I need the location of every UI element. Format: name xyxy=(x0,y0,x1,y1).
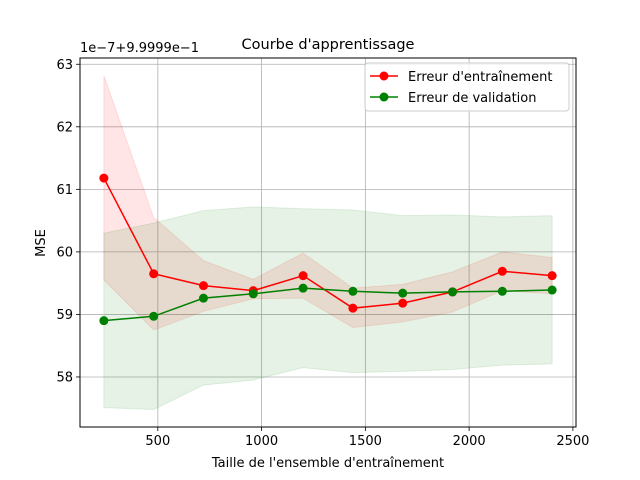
point-validation xyxy=(149,311,159,321)
x-tick-label: 2000 xyxy=(453,434,486,449)
point-training xyxy=(497,266,507,276)
x-tick-label: 500 xyxy=(145,434,170,449)
chart-title: Courbe d'apprentissage xyxy=(242,37,415,53)
line-validation xyxy=(103,287,553,322)
x-tick-label: 2500 xyxy=(556,434,589,449)
y-tick-label: 63 xyxy=(56,58,73,73)
legend-label-training: Erreur d'entraînement xyxy=(408,70,552,85)
line-training xyxy=(103,177,553,309)
y-axis-label: MSE xyxy=(34,229,49,257)
point-training xyxy=(547,271,557,281)
legend-marker-training xyxy=(379,71,389,81)
point-validation xyxy=(348,286,358,296)
point-training xyxy=(99,173,109,183)
point-validation xyxy=(448,287,458,297)
axis-ticks: 500 1000 1500 2000 2500 58 59 60 61 62 63 xyxy=(56,58,589,449)
legend-marker-validation xyxy=(379,92,389,102)
y-offset-text: 1e−7+9.9999e−1 xyxy=(80,41,199,56)
point-training xyxy=(149,269,159,279)
legend: Erreur d'entraînement Erreur de validati… xyxy=(364,62,570,112)
point-training xyxy=(398,298,408,308)
y-tick-label: 60 xyxy=(56,245,73,260)
point-validation xyxy=(198,293,208,303)
x-tick-label: 1500 xyxy=(349,434,382,449)
band-validation xyxy=(103,206,553,410)
point-validation xyxy=(547,285,557,295)
point-validation xyxy=(248,289,258,299)
x-axis-label: Taille de l'ensemble d'entraînement xyxy=(211,456,444,471)
x-tick-label: 1000 xyxy=(245,434,278,449)
legend-box xyxy=(364,62,570,112)
y-tick-label: 59 xyxy=(56,308,73,323)
plot-frame xyxy=(79,57,577,428)
y-tick-label: 58 xyxy=(56,370,73,385)
point-training xyxy=(298,271,308,281)
point-training xyxy=(348,303,358,313)
point-validation xyxy=(298,283,308,293)
point-validation xyxy=(99,316,109,326)
point-training xyxy=(198,281,208,291)
y-tick-label: 62 xyxy=(56,120,73,135)
series-lines xyxy=(103,177,553,322)
series-markers xyxy=(99,173,557,326)
legend-label-validation: Erreur de validation xyxy=(408,91,537,106)
y-tick-label: 61 xyxy=(56,183,73,198)
point-validation xyxy=(398,288,408,298)
point-validation xyxy=(497,286,507,296)
